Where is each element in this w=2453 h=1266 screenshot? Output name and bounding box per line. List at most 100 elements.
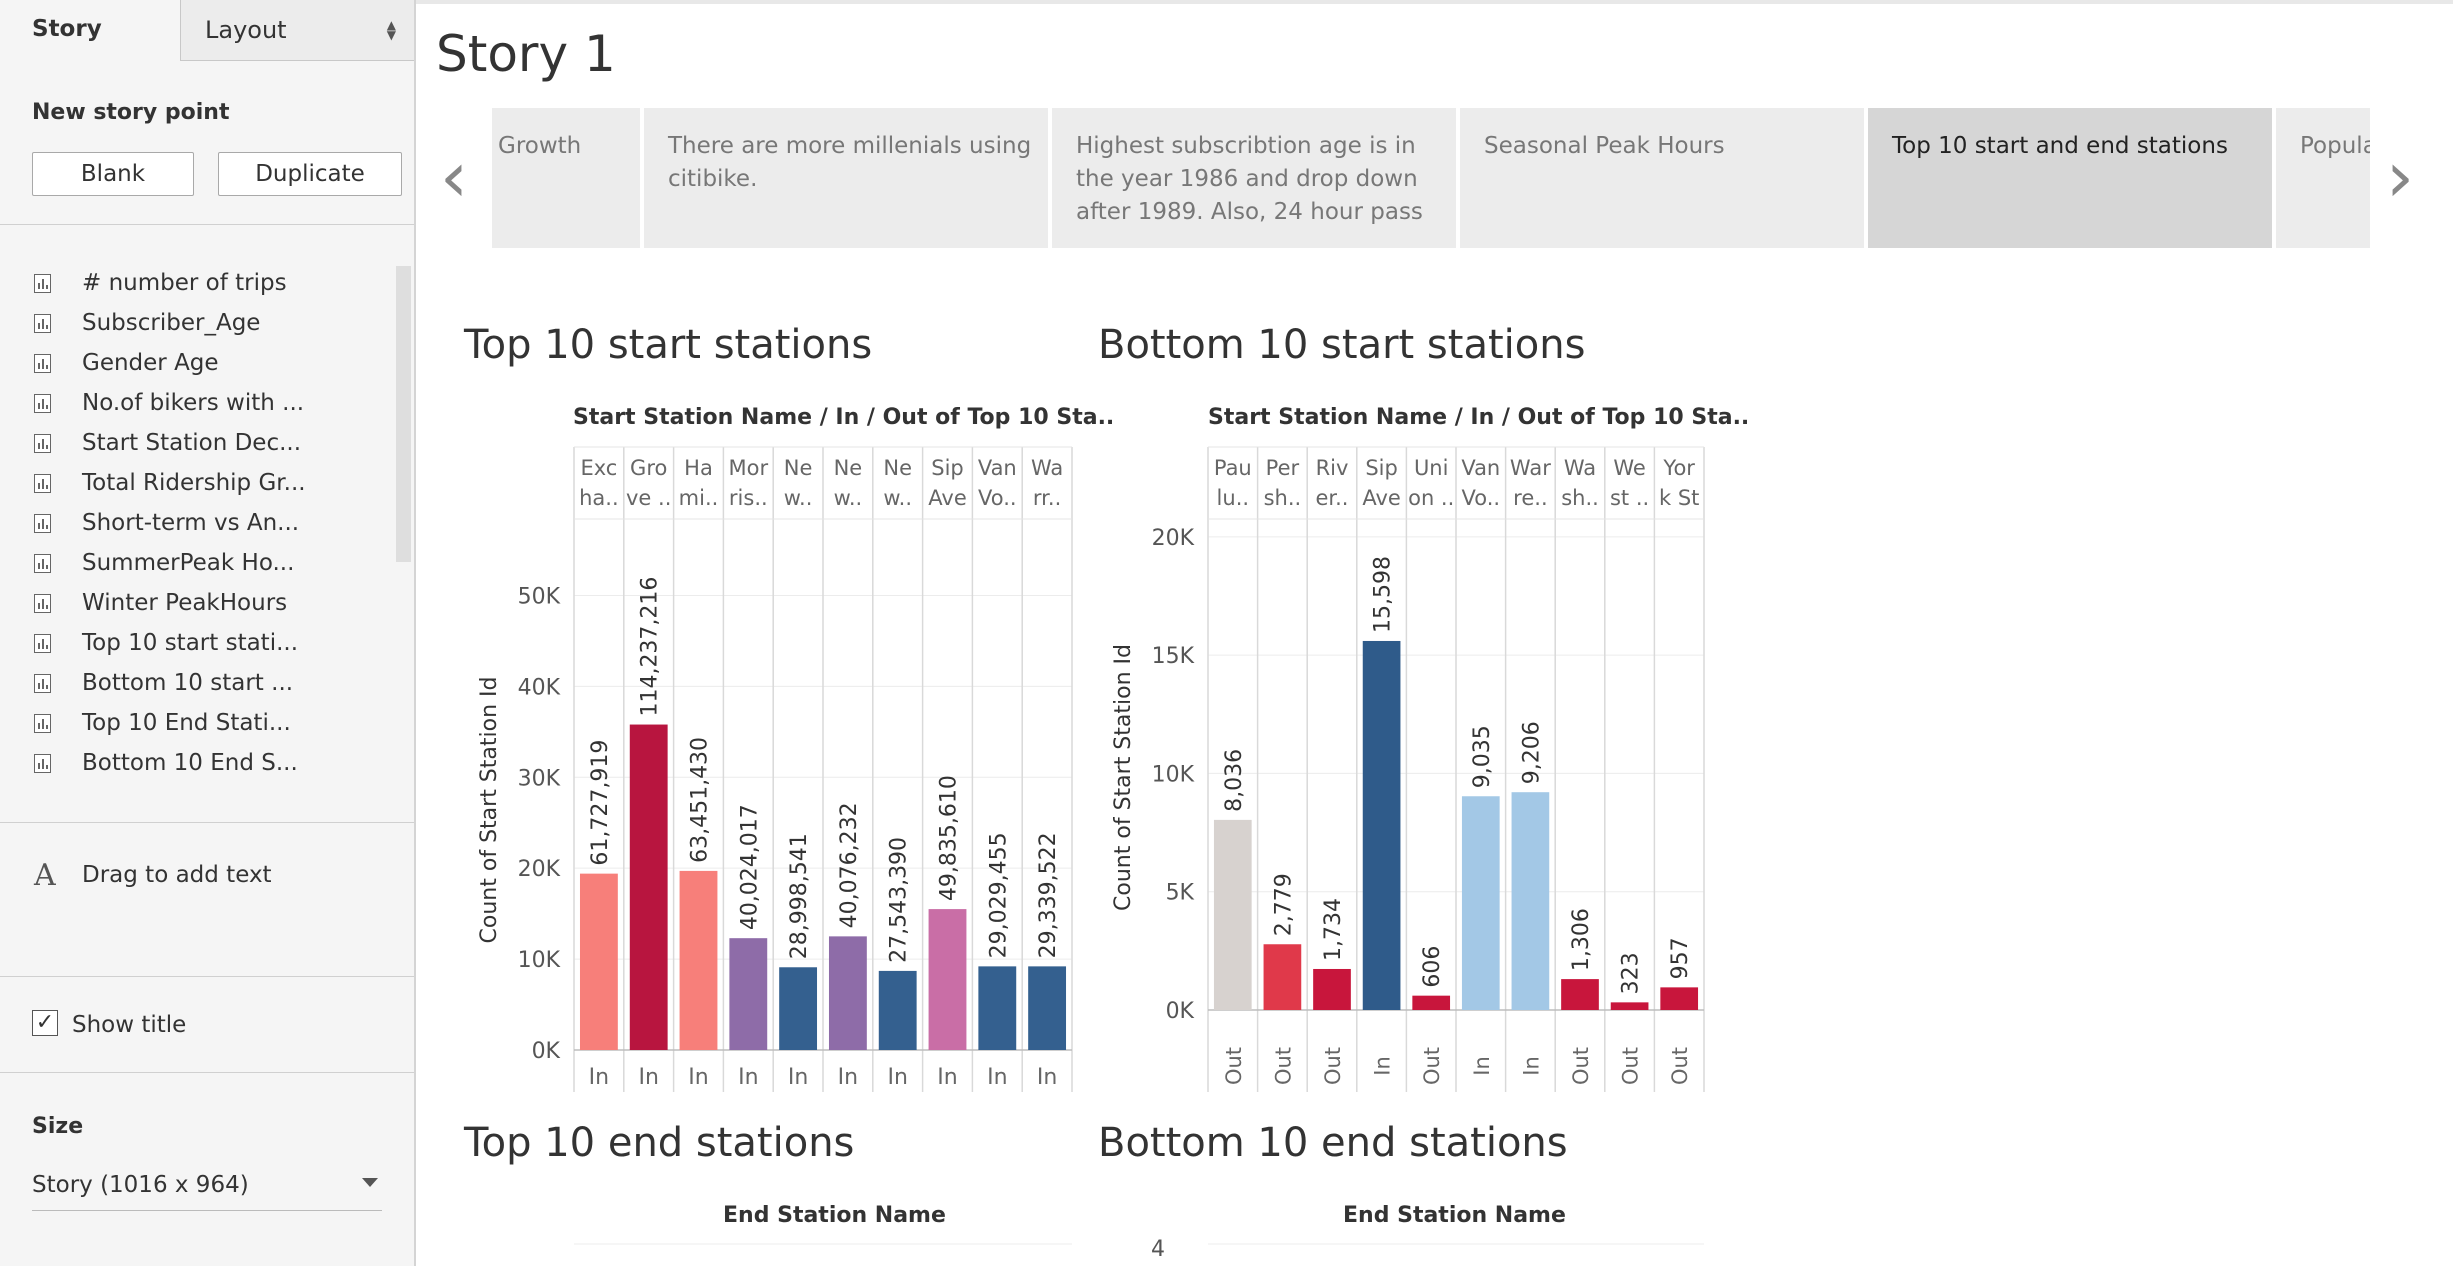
header-top-start: Start Station Name / In / Out of Top 10 … [573, 405, 1115, 430]
in-out-label: Out [1321, 1047, 1345, 1085]
sheet-item[interactable]: Bottom 10 End S... [34, 744, 404, 784]
bar-data-label: 114,237,216 [638, 577, 663, 717]
category-label: Riv [1316, 456, 1349, 480]
category-label: sh.. [1264, 486, 1302, 510]
chart-title-top-end: Top 10 end stations [464, 1120, 855, 1166]
sheet-item[interactable]: Winter PeakHours [34, 584, 404, 624]
sheet-item[interactable]: SummerPeak Ho... [34, 544, 404, 584]
y-tick-label: 10K [1152, 762, 1195, 787]
drag-to-add-text[interactable]: Drag to add text [82, 862, 272, 888]
bar [1213, 819, 1252, 1010]
bar [1561, 979, 1599, 1010]
chart-title-bottom-start: Bottom 10 start stations [1098, 322, 1586, 368]
in-out-label: In [688, 1065, 708, 1090]
sheet-item[interactable]: # number of trips [34, 264, 404, 304]
tab-layout[interactable]: Layout ▲ ▼ [181, 0, 414, 61]
in-out-label: Out [1668, 1047, 1692, 1085]
bar-data-label: 323 [1619, 952, 1644, 994]
category-label: ve .. [626, 486, 671, 510]
worksheet-icon [34, 674, 51, 693]
worksheet-icon [34, 554, 51, 573]
bar [629, 724, 668, 1050]
in-out-label: In [937, 1065, 957, 1090]
category-label: sh.. [1561, 486, 1599, 510]
sheet-item[interactable]: Start Station Dec... [34, 424, 404, 464]
bar-data-label: 27,543,390 [887, 837, 912, 963]
sheet-item[interactable]: Top 10 start stati... [34, 624, 404, 664]
bar [878, 970, 917, 1050]
size-select[interactable]: Story (1016 x 964) [32, 1172, 249, 1198]
category-label: st .. [1610, 486, 1649, 510]
category-label: lu.. [1217, 486, 1250, 510]
sheet-item[interactable]: Bottom 10 start ... [34, 664, 404, 704]
show-title-checkbox[interactable]: ✓ [32, 1010, 58, 1036]
worksheet-icon [34, 754, 51, 773]
next-arrow-icon[interactable]: › [2386, 136, 2414, 218]
story-point[interactable]: Top 10 start and end stations [1868, 108, 2272, 248]
sheet-item-label: Top 10 start stati... [82, 630, 299, 656]
in-out-label: Out [1569, 1047, 1593, 1085]
story-point[interactable]: Highest subscribtion age is in the year … [1052, 108, 1456, 248]
story-point[interactable]: Seasonal Peak Hours [1460, 108, 1864, 248]
tab-story[interactable]: Story [0, 0, 181, 61]
sheet-item[interactable]: Subscriber_Age [34, 304, 404, 344]
category-label: Van [978, 456, 1017, 480]
blank-button[interactable]: Blank [32, 152, 194, 196]
in-out-label: Out [1271, 1047, 1295, 1085]
in-out-label: In [887, 1065, 907, 1090]
header-bottom-start: Start Station Name / In / Out of Top 10 … [1208, 405, 1750, 430]
category-label: Ne [834, 456, 863, 480]
y-tick-label: 10K [518, 948, 561, 973]
worksheet-icon [34, 354, 51, 373]
show-title-label: Show title [72, 1012, 187, 1038]
y-tick-label: 5K [1166, 881, 1195, 906]
story-point-caption: Growth [498, 133, 582, 159]
bar [1511, 792, 1550, 1010]
in-out-label: Out [1619, 1047, 1643, 1085]
story-point[interactable]: There are more millenials using citibike… [644, 108, 1048, 248]
sheet-item[interactable]: No.of bikers with ... [34, 384, 404, 424]
story-point[interactable]: Growth [492, 108, 640, 248]
bar [1362, 640, 1401, 1010]
category-label: Mor [728, 456, 768, 480]
bar-data-label: 29,029,455 [986, 832, 1011, 958]
sheet-item-label: Winter PeakHours [82, 590, 288, 616]
in-out-label: In [589, 1065, 609, 1090]
category-label: Vo.. [978, 486, 1017, 510]
category-label: Uni [1414, 456, 1449, 480]
dropdown-arrow-icon[interactable] [362, 1178, 378, 1187]
sheet-item[interactable]: Gender Age [34, 344, 404, 384]
sheet-item[interactable]: Short-term vs An... [34, 504, 404, 544]
y-tick-label: 50K [518, 584, 561, 609]
top-border [416, 0, 2453, 4]
worksheet-icon [34, 474, 51, 493]
bottom-end-ytick: 4 [1151, 1237, 1165, 1262]
bar [1263, 944, 1302, 1010]
worksheet-icon [34, 314, 51, 333]
category-label: mi.. [679, 486, 719, 510]
category-label: on .. [1408, 486, 1454, 510]
in-out-label: Out [1420, 1047, 1444, 1085]
sheet-item[interactable]: Top 10 End Stati... [34, 704, 404, 744]
sheet-list-scrollbar[interactable] [396, 266, 411, 562]
story-point[interactable]: Popula [2276, 108, 2370, 248]
bar [779, 967, 818, 1050]
sheet-item[interactable]: Total Ridership Gr... [34, 464, 404, 504]
story-side-panel: Story Layout ▲ ▼ New story point Blank Du… [0, 0, 416, 1266]
category-label: Per [1266, 456, 1300, 480]
duplicate-button[interactable]: Duplicate [218, 152, 402, 196]
bar-data-label: 606 [1420, 946, 1445, 988]
updown-icon: ▲ ▼ [386, 18, 396, 42]
sheet-item-label: Total Ridership Gr... [82, 470, 306, 496]
story-point-caption: Seasonal Peak Hours [1484, 133, 1725, 159]
in-out-label: Out [1222, 1047, 1246, 1085]
category-label: er.. [1316, 486, 1349, 510]
worksheet-icon [34, 594, 51, 613]
prev-arrow-icon[interactable]: ‹ [440, 136, 468, 218]
category-label: We [1613, 456, 1645, 480]
bar [579, 873, 618, 1050]
chart-title-bottom-end: Bottom 10 end stations [1098, 1120, 1568, 1166]
sheet-item-label: No.of bikers with ... [82, 390, 305, 416]
bar-data-label: 63,451,430 [688, 737, 713, 863]
